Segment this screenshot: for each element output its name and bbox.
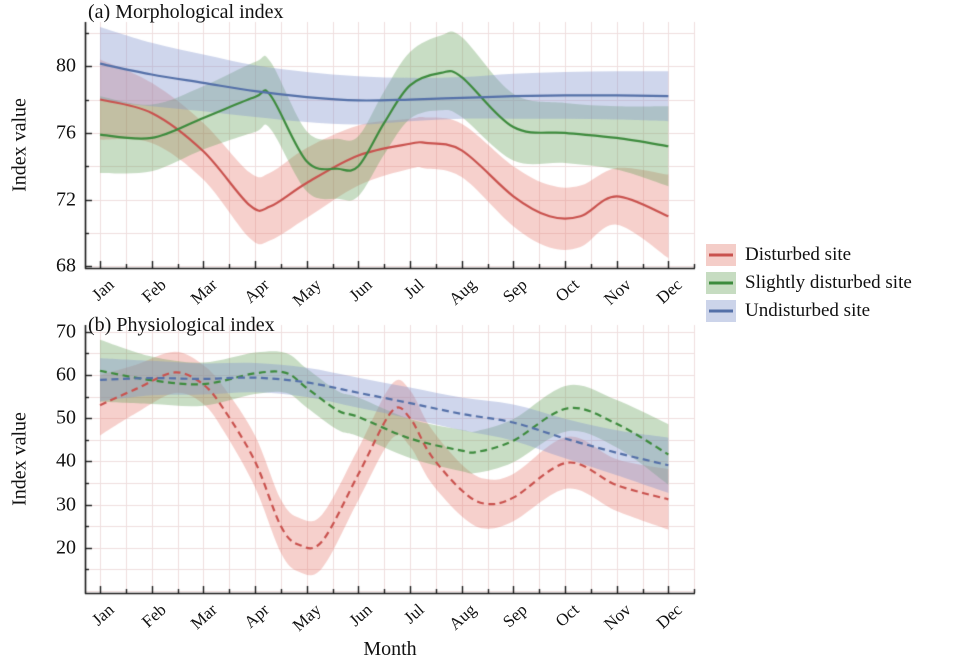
y-tick-label: 72 xyxy=(56,188,76,211)
legend-label: Undisturbed site xyxy=(745,299,871,321)
legend-item: Slightly disturbed site xyxy=(706,271,912,294)
y-tick-label: 30 xyxy=(56,493,76,516)
legend-label: Disturbed site xyxy=(745,243,852,265)
y-tick-label: 60 xyxy=(56,363,76,386)
legend-item: Disturbed site xyxy=(706,243,912,266)
y-tick-label: 80 xyxy=(56,54,76,77)
panel-a-title: (a) Morphological index xyxy=(88,1,284,23)
y-tick-label: 20 xyxy=(56,536,76,559)
y-tick-label: 40 xyxy=(56,449,76,472)
y-axis-label-bottom: Index value xyxy=(8,412,31,506)
legend-swatch-icon xyxy=(706,271,736,294)
legend-swatch-icon xyxy=(706,243,736,266)
legend-label: Slightly disturbed site xyxy=(745,271,912,293)
y-axis-label-top: Index value xyxy=(8,98,31,192)
legend-item: Undisturbed site xyxy=(706,299,912,322)
legend: Disturbed site Slightly disturbed site Und… xyxy=(706,243,912,327)
y-tick-label: 50 xyxy=(56,406,76,429)
legend-swatch-icon xyxy=(706,299,736,322)
x-axis-label: Month xyxy=(363,638,417,660)
panel-b-title: (b) Physiological index xyxy=(88,314,275,336)
y-tick-label: 68 xyxy=(56,254,76,277)
y-tick-label: 70 xyxy=(56,320,76,343)
y-tick-label: 76 xyxy=(56,121,76,144)
